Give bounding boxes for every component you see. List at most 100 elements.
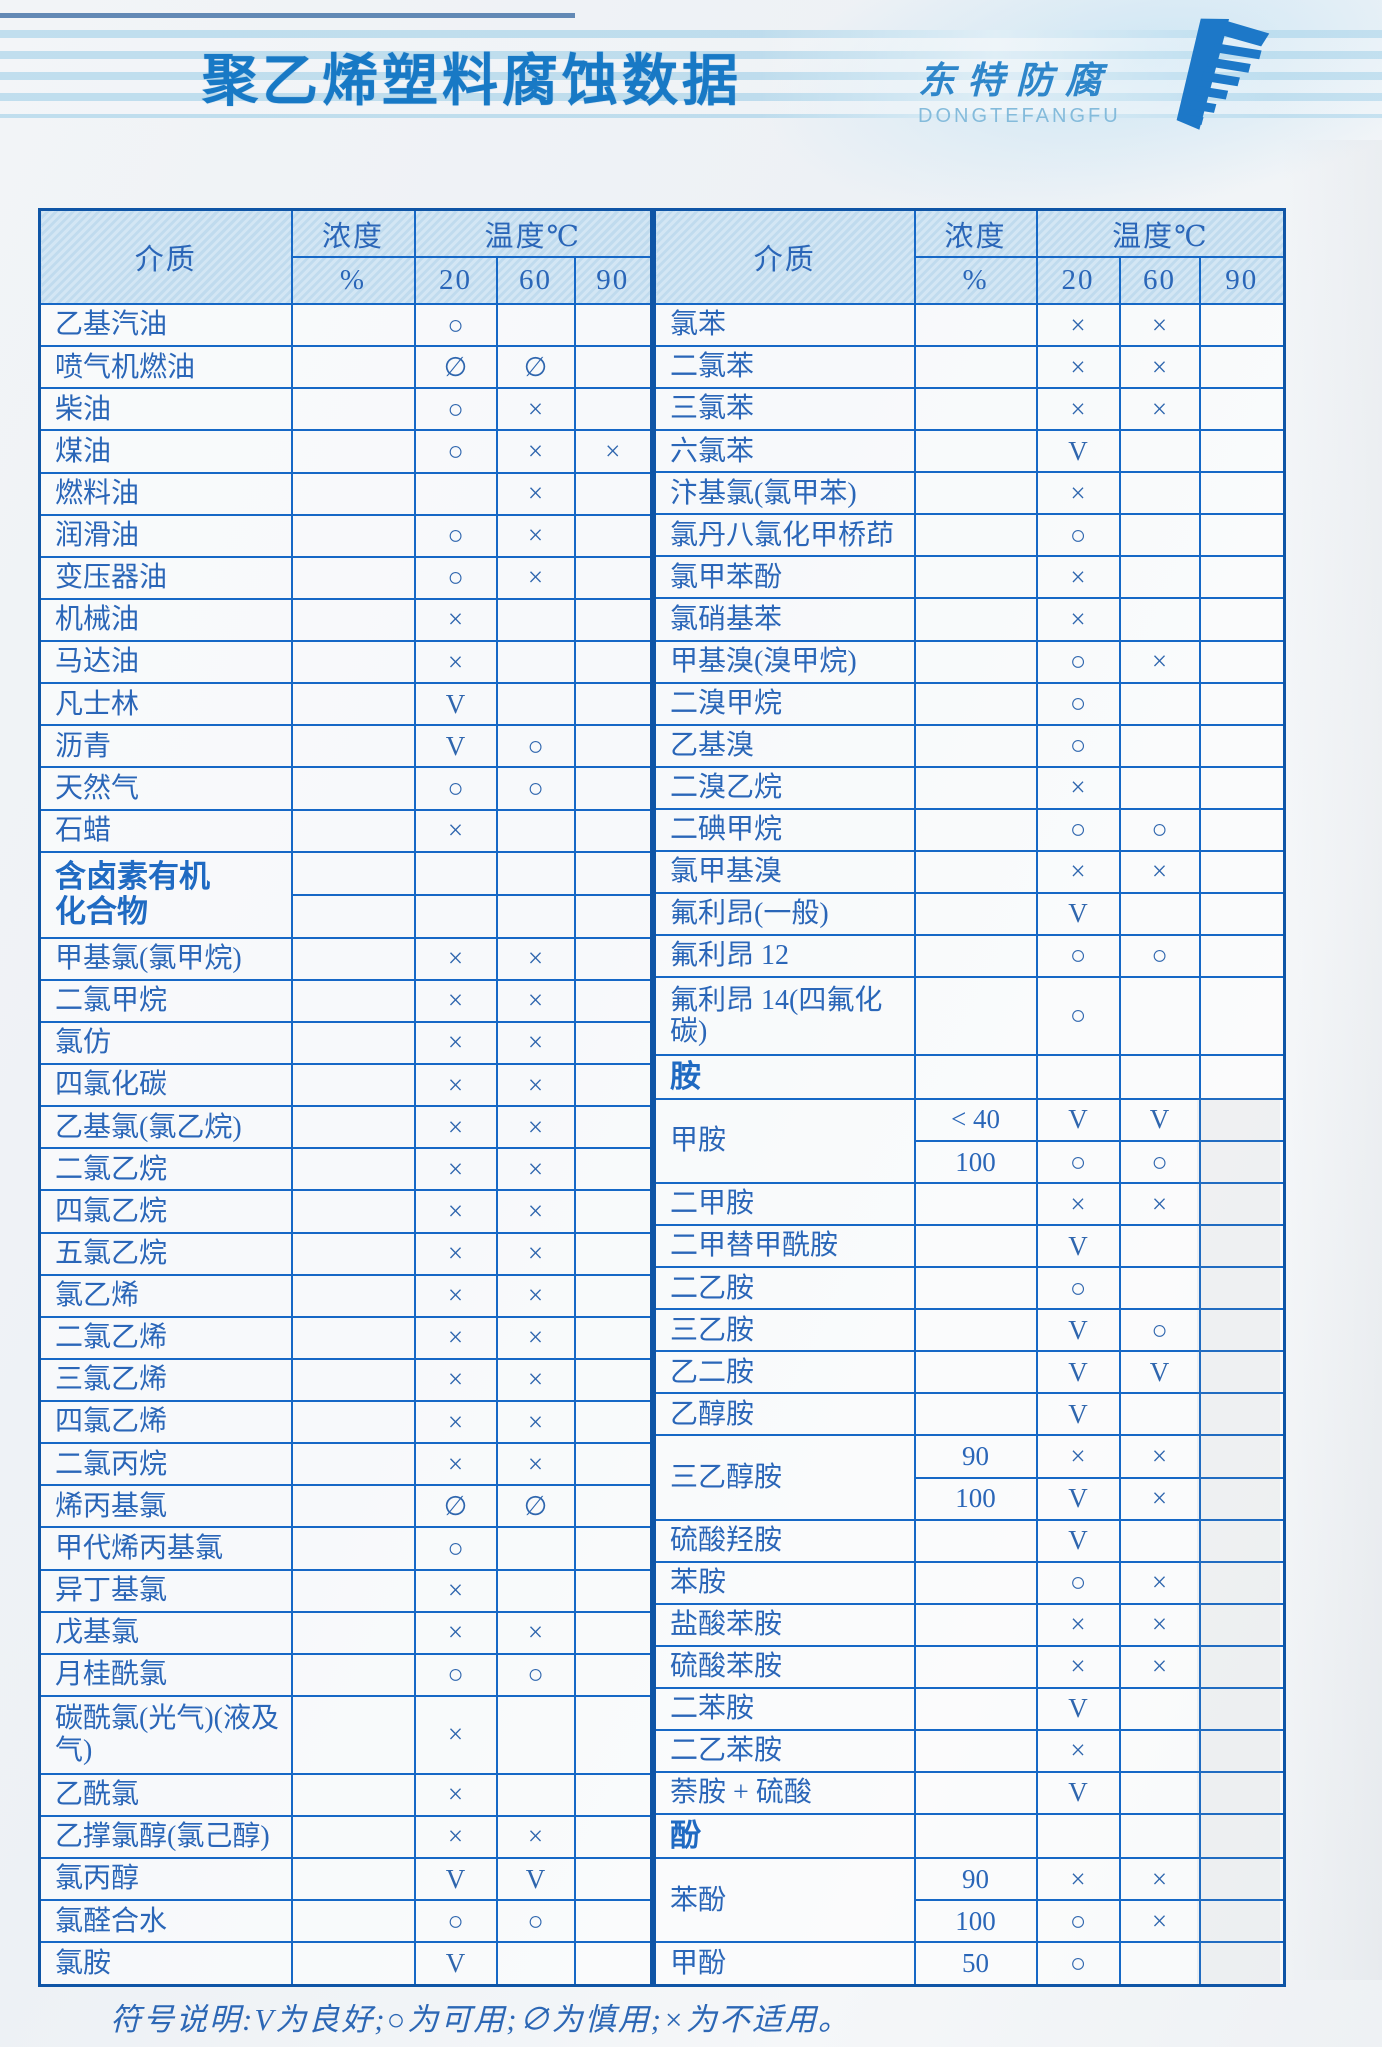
concentration-cell [913, 513, 1038, 558]
concentration-cell: 90 [913, 1857, 1038, 1902]
concentration-cell [290, 1231, 416, 1276]
table-row: 三乙醇胺 90 × × [653, 1434, 1286, 1521]
rating-cell: × [495, 513, 576, 558]
rating-cell [1198, 807, 1286, 852]
rating-cell: ○ [413, 1652, 498, 1697]
rating-cell: × [495, 1399, 576, 1445]
medium-name-cell: 萘胺 + 硫酸 [653, 1770, 916, 1816]
medium-name-cell: 氯甲苯酚 [653, 555, 916, 600]
medium-name-cell: 甲基溴(溴甲烷) [653, 639, 916, 684]
medium-name-cell: 润滑油 [38, 513, 293, 558]
concentration-cell [913, 345, 1038, 390]
medium-name-cell: 三乙醇胺 [653, 1434, 916, 1521]
rating-cell: × [1118, 387, 1201, 432]
rating-cell [1198, 387, 1286, 432]
section-name-cell: 含卤素有机 化合物 [38, 850, 293, 939]
rating-cell: × [1118, 345, 1201, 390]
medium-name-cell: 汴基氯(氯甲苯) [653, 471, 916, 516]
concentration-cell [913, 1812, 1038, 1860]
medium-name-cell: 煤油 [38, 429, 293, 474]
rating-cell: × [495, 1062, 576, 1108]
rating-cell [573, 808, 653, 853]
concentration-cell [290, 1147, 416, 1192]
rating-cell: × [1035, 597, 1121, 642]
medium-name-cell: 三氯苯 [653, 387, 916, 432]
medium-name-cell: 石蜡 [38, 808, 293, 853]
concentration-cell [913, 1308, 1038, 1353]
header-concentration: 浓度 [913, 208, 1038, 258]
medium-name-cell: 三氯乙烯 [38, 1357, 293, 1403]
rating-cell [1198, 1644, 1286, 1689]
rating-cell: × [1118, 1476, 1201, 1521]
rating-cell: V [1035, 1308, 1121, 1353]
rating-cell [1198, 723, 1286, 768]
rating-cell: ○ [413, 429, 498, 474]
left-table: 介质 浓度 温度℃ % 20 60 90 乙基汽油 ○ 喷气机燃油 ∅ ∅ 柴油 ○ × 煤油 ○… [38, 208, 654, 1987]
rating-cell: × [1118, 1434, 1201, 1479]
rating-cell: V [1118, 1097, 1201, 1143]
rating-cell: V [1035, 1224, 1121, 1269]
rating-cell [1198, 933, 1286, 979]
rating-cell: × [413, 1357, 498, 1403]
header-concentration: 浓度 [290, 208, 416, 258]
rating-cell [573, 1357, 653, 1403]
rating-cell: × [1035, 471, 1121, 516]
title-banner-fade [0, 30, 1382, 118]
concentration-cell [290, 808, 416, 853]
section-name-cell: 胺 [653, 1053, 916, 1100]
rating-cell: ○ [1118, 1308, 1201, 1353]
rating-cell: × [413, 1020, 498, 1066]
header-medium: 介质 [653, 208, 916, 305]
rating-cell: V [1035, 891, 1121, 936]
medium-name-cell: 二氯丙烷 [38, 1442, 293, 1487]
rating-cell: × [413, 978, 498, 1023]
table-row: 氟利昂 14(四氟化碳) ○ [653, 976, 1286, 1056]
table-row: 汴基氯(氯甲苯) × [653, 471, 1286, 516]
rating-cell [1118, 555, 1201, 600]
table-row: 氯甲苯酚 × [653, 555, 1286, 600]
table-row: 二溴乙烷 × [653, 765, 1286, 810]
table-row: 天然气 ○ ○ [38, 766, 653, 811]
table-row: 石蜡 × [38, 808, 653, 853]
medium-name-cell: 氯丙醇 [38, 1857, 293, 1902]
brand-latin-name: DONGTEFANGFU [918, 105, 1121, 127]
medium-name-cell: 六氯苯 [653, 429, 916, 474]
rating-cell [1198, 891, 1286, 936]
concentration-cell [913, 1560, 1038, 1605]
rating-cell [573, 1189, 653, 1234]
rating-cell [573, 471, 653, 516]
medium-name-cell: 氯甲基溴 [653, 849, 916, 894]
table-row: 三乙胺 V ○ [653, 1308, 1286, 1353]
rating-cell [573, 1857, 653, 1902]
medium-name-cell: 二甲替甲酰胺 [653, 1224, 916, 1269]
table-row: 碳酰氯(光气)(液及气) × [38, 1694, 653, 1775]
brand-logo-mark [1176, 18, 1270, 130]
rating-cell: × [413, 1772, 498, 1817]
section-name-cell: 酚 [653, 1812, 916, 1860]
rating-cell [1198, 513, 1286, 558]
medium-name-cell: 二乙苯胺 [653, 1728, 916, 1773]
medium-name-cell: 乙二胺 [653, 1350, 916, 1395]
rating-cell: ○ [413, 302, 498, 348]
table-row: 甲代烯丙基氯 ○ [38, 1526, 653, 1571]
rating-cell: × [1035, 1644, 1121, 1689]
rating-cell: × [413, 1105, 498, 1150]
rating-cell: × [495, 1189, 576, 1234]
rating-cell [1118, 1941, 1201, 1987]
rating-cell: ○ [1035, 639, 1121, 684]
concentration-cell [290, 387, 416, 432]
rating-cell: × [495, 1020, 576, 1066]
rating-cell [495, 1568, 576, 1613]
rating-cell: × [495, 1231, 576, 1276]
rating-cell [1198, 1686, 1286, 1731]
rating-cell [573, 639, 653, 685]
scan-edge-line [0, 13, 575, 18]
rating-cell [573, 1652, 653, 1697]
table-row: 戊基氯 × × [38, 1610, 653, 1655]
concentration-cell [290, 1399, 416, 1445]
medium-name-cell: 乙酰氯 [38, 1772, 293, 1817]
rating-cell: ∅ [413, 345, 498, 390]
concentration-cell [913, 765, 1038, 810]
rating-cell: ∅ [495, 345, 576, 390]
rating-cell [413, 850, 498, 896]
